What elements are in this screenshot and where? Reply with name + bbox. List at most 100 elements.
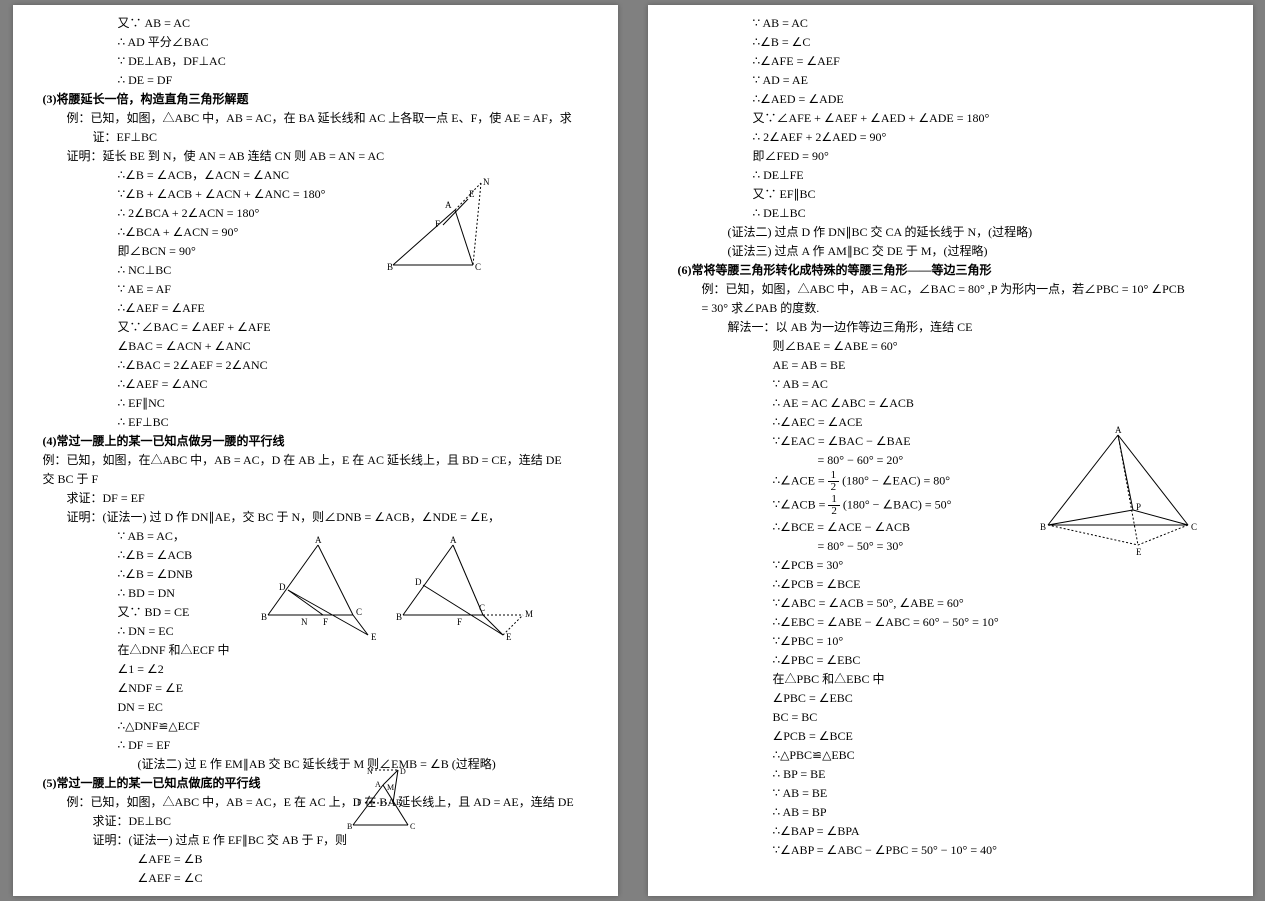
text-line: ∴ AE = AC ∠ABC = ∠ACB (678, 394, 1223, 412)
text-line: 证明：(证法一) 过 D 作 DN∥AE，交 BC 于 N，则∠DNB = ∠A… (43, 508, 588, 526)
text-line: = 30° 求∠PAB 的度数. (678, 299, 1223, 317)
text-line: ∴∠PBC = ∠EBC (678, 651, 1223, 669)
text-line: 又∵ AB = AC (43, 14, 588, 32)
svg-text:C: C (479, 603, 485, 613)
text-line: (证法二) 过 E 作 EM∥AB 交 BC 延长线于 M 则∠EMB = ∠B… (43, 755, 588, 773)
text-line: ∴ DE⊥BC (678, 204, 1223, 222)
text-fragment: ∵∠ACB = (773, 497, 829, 511)
svg-text:C: C (1191, 522, 1197, 532)
text-line: ∴ AD 平分∠BAC (43, 33, 588, 51)
svg-text:E: E (1136, 547, 1142, 557)
svg-text:E: E (371, 632, 377, 642)
text-line: ∵ AE = AF (43, 280, 588, 298)
svg-text:F: F (457, 617, 462, 627)
text-line: DN = EC (43, 698, 588, 716)
text-line: 交 BC 于 F (43, 470, 588, 488)
svg-text:B: B (387, 262, 393, 272)
text-line: ∵ AD = AE (678, 71, 1223, 89)
text-line: ∴∠B = ∠C (678, 33, 1223, 51)
text-line: 即∠BCN = 90° (43, 242, 588, 260)
text-line: 例：已知，如图，在△ABC 中，AB = AC，D 在 AB 上，E 在 AC … (43, 451, 588, 469)
svg-text:N: N (483, 177, 490, 187)
svg-text:E: E (469, 189, 475, 199)
text-line: ∵∠ABP = ∠ABC − ∠PBC = 50° − 10° = 40° (678, 841, 1223, 859)
text-line: ∵∠PBC = 10° (678, 632, 1223, 650)
page-right: ∵ AB = AC ∴∠B = ∠C ∴∠AFE = ∠AEF ∵ AD = A… (648, 5, 1253, 896)
text-line: ∵ DE⊥AB，DF⊥AC (43, 52, 588, 70)
text-line: ∴△PBC≌△EBC (678, 746, 1223, 764)
text-line: AE = AB = BE (678, 356, 1223, 374)
text-line: ∴ AB = BP (678, 803, 1223, 821)
text-line: ∴∠BAP = ∠BPA (678, 822, 1223, 840)
svg-text:F: F (357, 798, 362, 807)
text-line: ∠AEF = ∠C (43, 869, 588, 887)
svg-text:C: C (475, 262, 481, 272)
svg-text:A: A (445, 200, 452, 210)
svg-text:D: D (279, 582, 286, 592)
text-fragment: ∴∠ACE = (773, 473, 828, 487)
svg-text:E: E (506, 632, 512, 642)
text-line: ∴ EF⊥BC (43, 413, 588, 431)
text-line: ∴ DF = EF (43, 736, 588, 754)
text-line: 证：EF⊥BC (43, 128, 588, 146)
text-line: ∴∠AED = ∠ADE (678, 90, 1223, 108)
section-heading: (3)将腰延长一倍，构造直角三角形解题 (43, 90, 588, 108)
text-line: 求证：DF = EF (43, 489, 588, 507)
svg-text:N: N (301, 617, 308, 627)
fraction: 12 (828, 470, 840, 493)
svg-text:M: M (387, 783, 394, 792)
svg-text:E: E (396, 798, 401, 807)
text-line: ∴∠BAC = 2∠AEF = 2∠ANC (43, 356, 588, 374)
svg-text:F: F (435, 219, 440, 229)
triangle-diagram-3: N D A M F E B C (343, 765, 423, 830)
text-line: ∴ EF∥NC (43, 394, 588, 412)
svg-text:N: N (367, 767, 373, 776)
text-fragment: (180° − ∠EAC) = 80° (842, 473, 950, 487)
svg-text:B: B (261, 612, 267, 622)
text-line: 又∵ EF∥BC (678, 185, 1223, 203)
text-line: ∴∠AEF = ∠ANC (43, 375, 588, 393)
text-fragment: (180° − ∠BAC) = 50° (843, 497, 952, 511)
svg-text:B: B (396, 612, 402, 622)
text-line: ∵∠B + ∠ACB + ∠ACN + ∠ANC = 180° (43, 185, 588, 203)
svg-text:A: A (375, 780, 381, 789)
text-line: 例：已知，如图，△ABC 中，AB = AC，在 BA 延长线和 AC 上各取一… (43, 109, 588, 127)
svg-text:A: A (450, 535, 457, 545)
text-line: ∠PBC = ∠EBC (678, 689, 1223, 707)
triangle-diagram-2b: A B C D F E M (393, 535, 533, 645)
text-line: ∴∠PCB = ∠BCE (678, 575, 1223, 593)
text-line: ∠AFE = ∠B (43, 850, 588, 868)
text-line: ∴ 2∠BCA + 2∠ACN = 180° (43, 204, 588, 222)
svg-text:C: C (410, 822, 415, 830)
text-line: ∴ 2∠AEF + 2∠AED = 90° (678, 128, 1223, 146)
svg-text:F: F (323, 617, 328, 627)
svg-text:D: D (415, 577, 422, 587)
text-line: 即∠FED = 90° (678, 147, 1223, 165)
fraction: 12 (828, 494, 840, 517)
text-line: ∴ DE = DF (43, 71, 588, 89)
text-line: ∴△DNF≌△ECF (43, 717, 588, 735)
text-line: ∴∠EBC = ∠ABE − ∠ABC = 60° − 50° = 10° (678, 613, 1223, 631)
text-line: ∴∠AFE = ∠AEF (678, 52, 1223, 70)
text-line: ∠PCB = ∠BCE (678, 727, 1223, 745)
text-line: ∴∠AEF = ∠AFE (43, 299, 588, 317)
text-line: ∴∠BCA + ∠ACN = 90° (43, 223, 588, 241)
svg-text:C: C (356, 607, 362, 617)
text-line: 则∠BAE = ∠ABE = 60° (678, 337, 1223, 355)
text-line: 求证：DE⊥BC (43, 812, 588, 830)
svg-text:B: B (1040, 522, 1046, 532)
text-line: ∵ AB = BE (678, 784, 1223, 802)
text-line: 又∵∠AFE + ∠AEF + ∠AED + ∠ADE = 180° (678, 109, 1223, 127)
text-line: 又∵∠BAC = ∠AEF + ∠AFE (43, 318, 588, 336)
text-line: ∵ AB = AC (678, 375, 1223, 393)
svg-text:A: A (315, 535, 322, 545)
section-heading: (6)常将等腰三角形转化成特殊的等腰三角形——等边三角形 (678, 261, 1223, 279)
text-line: 在△PBC 和△EBC 中 (678, 670, 1223, 688)
text-line: ∵ AB = AC (678, 14, 1223, 32)
text-line: ∵∠ABC = ∠ACB = 50°, ∠ABE = 60° (678, 594, 1223, 612)
text-line: (证法三) 过点 A 作 AM∥BC 交 DE 于 M，(过程略) (678, 242, 1223, 260)
svg-text:B: B (347, 822, 352, 830)
text-line: 证明：(证法一) 过点 E 作 EF∥BC 交 AB 于 F，则 (43, 831, 588, 849)
text-line: ∠NDF = ∠E (43, 679, 588, 697)
text-line: ∴∠B = ∠ACB，∠ACN = ∠ANC (43, 166, 588, 184)
